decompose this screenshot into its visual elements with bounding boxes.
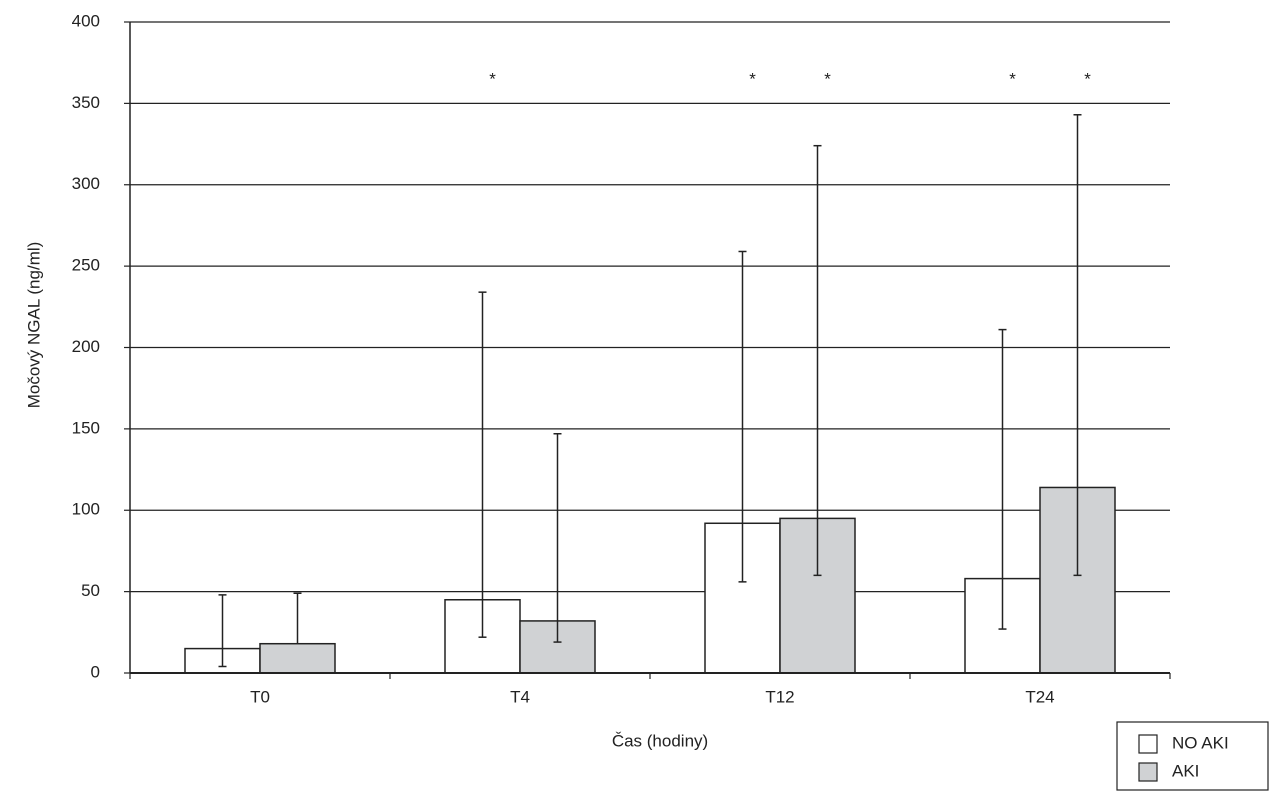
- x-axis-label: Čas (hodiny): [612, 731, 708, 750]
- y-tick-label: 250: [72, 256, 100, 275]
- y-tick-label: 50: [81, 581, 100, 600]
- y-tick-label: 150: [72, 418, 100, 437]
- legend-label: NO AKI: [1172, 733, 1229, 752]
- significance-marker: *: [749, 69, 756, 88]
- y-tick-label: 350: [72, 93, 100, 112]
- legend-swatch: [1138, 734, 1158, 754]
- y-tick-label: 0: [91, 662, 100, 681]
- significance-marker: *: [824, 69, 831, 88]
- x-tick-label: T24: [1025, 687, 1054, 706]
- y-tick-label: 100: [72, 500, 100, 519]
- significance-marker: *: [489, 69, 496, 88]
- x-tick-label: T0: [250, 687, 270, 706]
- x-tick-label: T12: [765, 687, 794, 706]
- significance-marker: *: [1084, 69, 1091, 88]
- y-tick-label: 300: [72, 174, 100, 193]
- legend-swatch: [1138, 762, 1158, 782]
- significance-marker: *: [1009, 69, 1016, 88]
- y-tick-label: 400: [72, 11, 100, 30]
- legend-label: AKI: [1172, 761, 1199, 780]
- bar: [259, 642, 336, 674]
- y-axis-label: Močový NGAL (ng/ml): [24, 242, 43, 409]
- x-tick-label: T4: [510, 687, 530, 706]
- y-tick-label: 200: [72, 337, 100, 356]
